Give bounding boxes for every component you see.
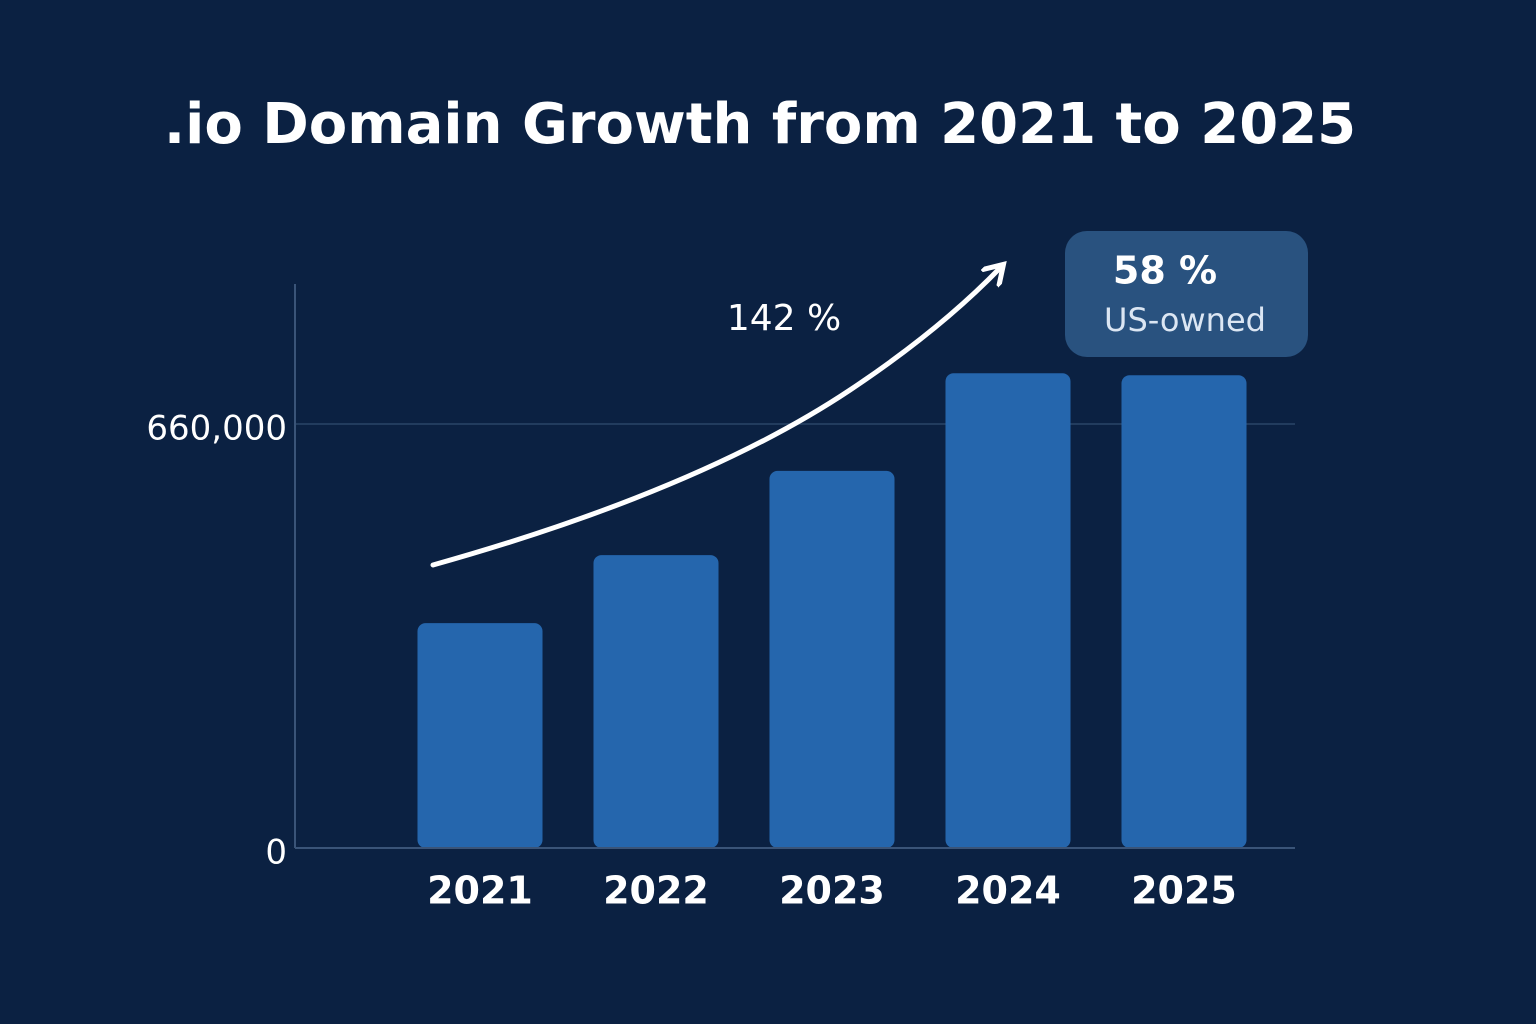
x-tick-label: 2023 — [779, 869, 885, 913]
chart-title: .io Domain Growth from 2021 to 2025 — [164, 92, 1356, 157]
callout-label: US-owned — [1104, 301, 1266, 339]
x-tick-label: 2022 — [603, 869, 709, 913]
x-tick-label: 2024 — [955, 869, 1061, 913]
bar — [769, 470, 895, 848]
y-tick-label: 660,000 — [146, 409, 287, 449]
y-tick-label: 0 — [265, 833, 287, 873]
bar — [1121, 375, 1247, 848]
callout-value: 58 % — [1113, 249, 1217, 293]
bar — [417, 623, 543, 848]
bar — [945, 373, 1071, 848]
bar — [593, 555, 719, 848]
callout-box — [1065, 231, 1308, 357]
x-tick-label: 2021 — [427, 869, 533, 913]
bars — [417, 373, 1247, 848]
x-tick-label: 2025 — [1131, 869, 1237, 913]
growth-arrow — [430, 268, 1000, 568]
growth-annotation: 142 % — [727, 298, 841, 339]
